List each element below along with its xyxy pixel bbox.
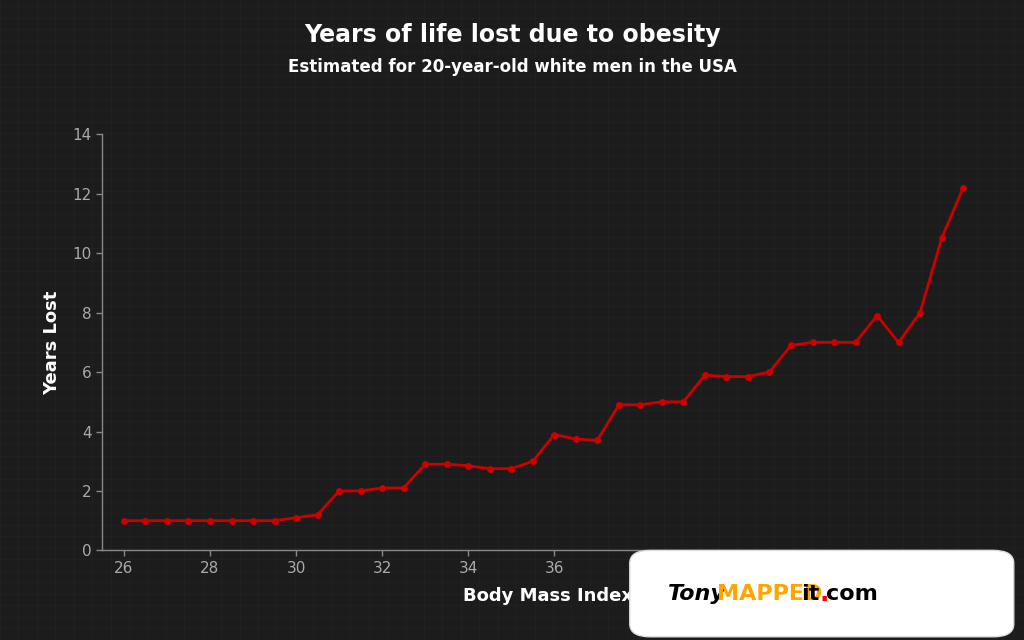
Text: com: com	[826, 584, 879, 604]
Text: Years of life lost due to obesity: Years of life lost due to obesity	[304, 23, 720, 47]
Text: MAPPED: MAPPED	[717, 584, 822, 604]
Text: it: it	[801, 584, 819, 604]
Text: Tony: Tony	[668, 584, 726, 604]
Y-axis label: Years Lost: Years Lost	[44, 290, 61, 395]
X-axis label: Body Mass Index: Body Mass Index	[463, 587, 633, 605]
Text: .: .	[819, 582, 828, 606]
Text: Estimated for 20-year-old white men in the USA: Estimated for 20-year-old white men in t…	[288, 58, 736, 76]
